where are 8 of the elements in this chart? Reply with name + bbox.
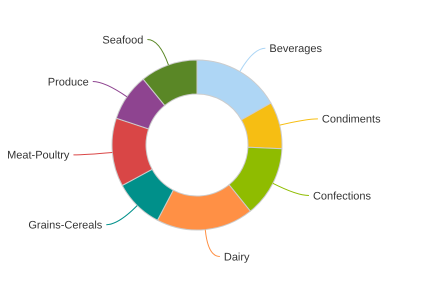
slice-label: Beverages (269, 43, 322, 56)
slice-label: Grains-Cereals (28, 220, 103, 232)
slice-label: Produce (48, 76, 89, 88)
slice-label: Meat-Poultry (7, 150, 70, 162)
slice-label: Condiments (322, 114, 382, 126)
slice-label: Confections (312, 190, 372, 202)
slice-label: Dairy (224, 251, 250, 264)
slice-label: Seafood (102, 34, 144, 46)
